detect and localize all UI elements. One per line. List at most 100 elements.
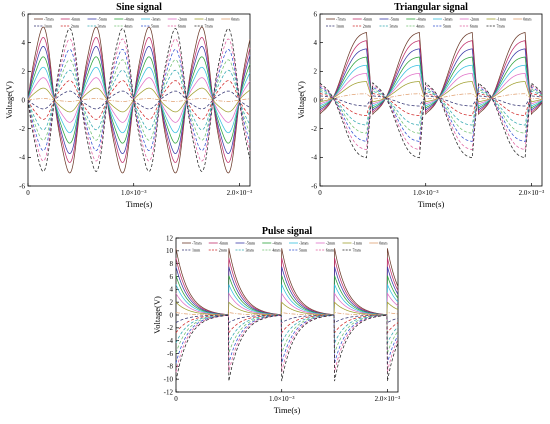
y-tick-label: -2	[19, 125, 25, 133]
y-tick-label: -6	[311, 182, 317, 190]
series-line-5mm	[319, 86, 543, 142]
y-tick-label: 2	[22, 68, 26, 76]
series-line-7mm	[175, 314, 399, 382]
legend-label: -4mm	[124, 16, 134, 21]
y-tick-label: 4	[314, 39, 318, 47]
legend-label: 6mm	[470, 23, 479, 28]
chart-title: Triangular signal	[394, 2, 468, 13]
x-tick-label: 0	[318, 189, 322, 197]
legend-label: -1mm	[352, 240, 362, 245]
legend-label: -5mm	[97, 16, 107, 21]
series-line--3mm	[319, 64, 543, 107]
legend-label: 5mm	[443, 23, 452, 28]
legend-label: -5mm	[389, 16, 399, 21]
y-tick-label: -12	[164, 388, 174, 396]
legend-label: 1mm	[336, 23, 345, 28]
legend-label: -3mm	[443, 16, 453, 21]
x-axis-label: Time(s)	[418, 199, 445, 209]
legend-label: 7mm	[204, 23, 213, 28]
x-tick-label: 2.0×10⁻³	[227, 189, 253, 197]
series-line-5mm	[175, 314, 399, 364]
y-tick-label: 6	[22, 10, 26, 18]
plot-frame	[319, 13, 543, 187]
legend-label: -7mm	[44, 16, 54, 21]
legend-label: 0mm	[231, 16, 240, 21]
legend-label: 5mm	[151, 23, 160, 28]
series-line--3mm	[175, 284, 399, 316]
series-line--4mm	[175, 275, 399, 316]
series-line--6mm	[319, 40, 543, 114]
series-line-2mm	[319, 92, 543, 116]
legend-label: 2mm	[71, 23, 80, 28]
chart-title: Sine signal	[116, 2, 162, 13]
y-tick-label: 12	[166, 234, 174, 242]
legend: -7mm -6mm -5mm -4mm -3mm -2mm -1mm 0mm 1mm 2mm 3mm…	[182, 240, 388, 252]
series-line-6mm	[319, 84, 543, 151]
legend-label: 7mm	[496, 23, 505, 28]
legend-label: 4mm	[416, 23, 425, 28]
legend-label: 5mm	[299, 247, 308, 252]
y-tick-label: 10	[166, 247, 174, 255]
legend-label: -4mm	[272, 240, 282, 245]
x-tick-label: 0	[174, 395, 178, 403]
y-axis-label: Voltage(V)	[296, 81, 306, 119]
legend-label: -6mm	[219, 240, 229, 245]
legend-label: 7mm	[352, 247, 361, 252]
chart-title: Pulse signal	[262, 226, 313, 237]
series-line-2mm	[175, 314, 399, 334]
x-tick-label: 2.0×10⁻³	[375, 395, 401, 403]
series-line--2mm	[175, 292, 399, 316]
series-line--7mm	[175, 248, 399, 316]
y-tick-label: 6	[314, 10, 318, 18]
legend-label: -2mm	[470, 16, 480, 21]
legend-label: 6mm	[178, 23, 187, 28]
legend-label: 0mm	[523, 16, 532, 21]
y-tick-label: -2	[311, 125, 317, 133]
series-line--6mm	[175, 257, 399, 316]
legend-label: -4mm	[416, 16, 426, 21]
legend-label: 3mm	[389, 23, 398, 28]
series-line-4mm	[319, 88, 543, 134]
series-line-3mm	[175, 314, 399, 344]
legend-label: 4mm	[272, 247, 281, 252]
legend-label: -6mm	[363, 16, 373, 21]
legend: -7mm -6mm -5mm -4mm -3mm -2mm -1mm 0mm 1mm 2mm 3mm…	[34, 16, 240, 28]
x-tick-label: 0	[26, 189, 30, 197]
y-axis-label: Voltage(V)	[152, 296, 162, 334]
y-tick-label: -8	[167, 363, 173, 371]
legend-label: -3mm	[151, 16, 161, 21]
y-tick-label: 0	[22, 96, 26, 104]
legend-label: 2mm	[219, 247, 228, 252]
y-tick-label: 0	[170, 311, 174, 319]
legend-label: 1mm	[192, 247, 201, 252]
series-line-0mm	[319, 93, 543, 100]
series-line-1mm	[319, 95, 543, 107]
legend-label: -6mm	[71, 16, 81, 21]
legend-label: -2mm	[326, 240, 336, 245]
legend-label: 6mm	[326, 247, 335, 252]
series-line--4mm	[319, 56, 543, 109]
legend-label: -1mm	[204, 16, 214, 21]
series-line--2mm	[319, 72, 543, 105]
y-tick-label: -2	[167, 324, 173, 332]
series-line-6mm	[175, 314, 399, 373]
series-line--1mm	[175, 301, 399, 316]
series-line-3mm	[319, 90, 543, 126]
legend-label: 4mm	[124, 23, 133, 28]
series-line-0mm	[27, 98, 251, 102]
y-tick-label: -4	[19, 154, 25, 162]
legend-label: -3mm	[299, 240, 309, 245]
legend-label: 1mm	[44, 23, 53, 28]
y-tick-label: 4	[170, 286, 174, 294]
x-axis-label: Time(s)	[126, 199, 153, 209]
legend: -7mm -6mm -5mm -4mm -3mm -2mm -1mm 0mm 1mm 2mm 3mm…	[326, 16, 532, 28]
series-line-0mm	[175, 312, 399, 316]
y-tick-label: 2	[314, 68, 318, 76]
y-axis-label: Voltage(V)	[4, 81, 14, 119]
chart-1: Triangular signal Time(s) Voltage(V) -6 -4 -2…	[296, 2, 544, 209]
chart-2: Pulse signal Time(s) Voltage(V) -12 -10 -8 -6 -…	[152, 226, 400, 415]
series-line--7mm	[319, 32, 543, 116]
y-tick-label: -10	[164, 376, 174, 384]
x-axis-label: Time(s)	[274, 405, 301, 415]
